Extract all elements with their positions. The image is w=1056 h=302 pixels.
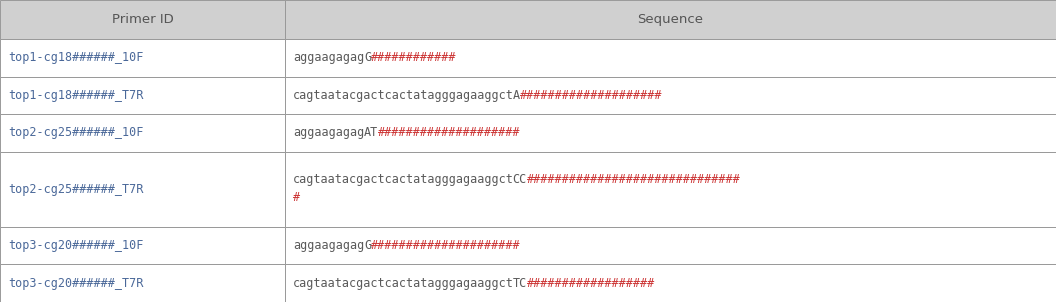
Text: top1-cg18######_10F: top1-cg18######_10F [8,51,144,64]
Bar [285,265,1056,302]
Bar [0,265,285,302]
Text: ############: ############ [371,51,456,64]
Text: cagtaatacgactcactatagggagaaggct: cagtaatacgactcactatagggagaaggct [294,89,514,102]
Bar [285,114,1056,152]
Bar [0,39,285,77]
Text: aggaagagag: aggaagagag [294,127,364,140]
Bar [0,227,285,265]
Text: top2-cg25######_10F: top2-cg25######_10F [8,127,144,140]
Text: cagtaatacgactcactatagggagaaggct: cagtaatacgactcactatagggagaaggct [294,277,514,290]
Text: TC: TC [513,277,527,290]
Bar [285,227,1056,265]
Text: cagtaatacgactcactatagggagaaggct: cagtaatacgactcactatagggagaaggct [294,173,514,186]
Bar [0,0,285,39]
Bar [285,152,1056,227]
Text: top2-cg25######_T7R: top2-cg25######_T7R [8,183,144,196]
Text: top3-cg20######_T7R: top3-cg20######_T7R [8,277,144,290]
Text: ####################: #################### [520,89,662,102]
Text: top1-cg18######_T7R: top1-cg18######_T7R [8,89,144,102]
Text: top3-cg20######_10F: top3-cg20######_10F [8,239,144,252]
Text: A: A [513,89,520,102]
Bar [0,77,285,114]
Bar [285,77,1056,114]
Text: G: G [364,51,371,64]
Text: CC: CC [513,173,527,186]
Text: aggaagagag: aggaagagag [294,239,364,252]
Text: ##############################: ############################## [527,173,740,186]
Text: AT: AT [364,127,378,140]
Text: ####################: #################### [378,127,521,140]
Text: Primer ID: Primer ID [112,13,173,26]
Bar [285,0,1056,39]
Bar [285,39,1056,77]
Text: Sequence: Sequence [638,13,703,26]
Bar [0,114,285,152]
Text: #####################: ##################### [371,239,521,252]
Text: ##################: ################## [527,277,655,290]
Text: #: # [294,191,300,204]
Text: aggaagagag: aggaagagag [294,51,364,64]
Bar [0,152,285,227]
Text: G: G [364,239,371,252]
